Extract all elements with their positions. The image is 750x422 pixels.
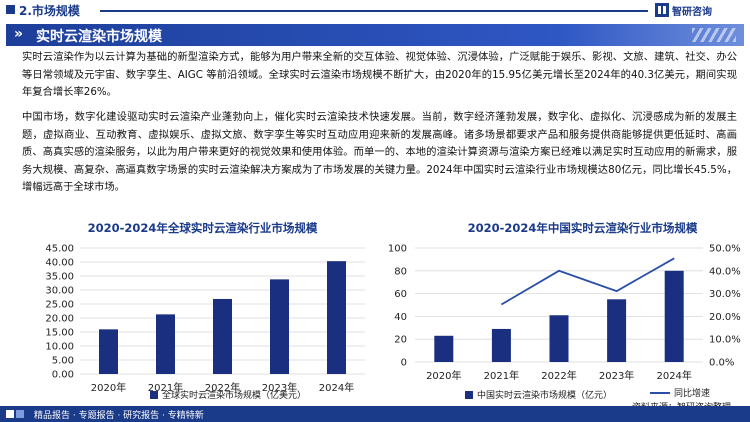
chart-global-market: 0.00 5.00 10.00 15.00 20.00 25.00 30.00 35.00 40… xyxy=(45,244,365,394)
legend-label-china: 中国实时云渲染市场规模（亿元） xyxy=(477,391,613,401)
x-tick-label: 2024年 xyxy=(319,381,354,394)
y2-tick-label: 30.0% xyxy=(709,289,741,300)
y-tick-label: 40 xyxy=(394,312,407,323)
chart-china-market: 0 20 40 60 80 100 0.0% 10.0% 20.0% 30.0% 40.0% 50.0… xyxy=(388,244,741,383)
banner-stripes xyxy=(692,28,736,42)
legend-global: 全球实时云渲染市场规模（亿美元） xyxy=(150,388,306,401)
y-tick-label: 35.00 xyxy=(45,272,74,283)
legend-label-global: 全球实时云渲染市场规模（亿美元） xyxy=(162,391,307,401)
y-tick-label: 40.00 xyxy=(45,258,74,269)
y2-tick-label: 10.0% xyxy=(709,335,741,346)
header-divider xyxy=(100,10,648,12)
bar xyxy=(607,299,627,362)
bar xyxy=(434,335,454,362)
y-tick-label: 100 xyxy=(388,244,407,255)
x-tick-label: 2023年 xyxy=(599,369,634,382)
y-tick-label: 30.00 xyxy=(45,286,74,297)
y-tick-label: 15.00 xyxy=(45,328,74,339)
y2-tick-label: 20.0% xyxy=(709,312,741,323)
bar xyxy=(156,314,175,374)
double-chevron-icon: » xyxy=(14,26,24,42)
bar xyxy=(99,329,118,374)
brand-logo: 智研咨询 xyxy=(655,2,712,18)
footer-bar: 精品报告 · 专题报告 · 研究报告 · 专精特新 xyxy=(0,406,750,422)
title-banner: » 实时云渲染市场规模 xyxy=(6,24,744,46)
x-tick-label: 2020年 xyxy=(91,381,126,394)
y2-tick-label: 0.0% xyxy=(709,358,734,369)
top-bar: 2.市场规模 xyxy=(0,0,750,20)
x-tick-label: 2023年 xyxy=(262,381,297,394)
footer-text: 精品报告 · 专题报告 · 研究报告 · 专精特新 xyxy=(34,411,204,421)
growth-line xyxy=(500,257,675,306)
chart-title-global: 2020-2024年全球实时云渲染行业市场规模 xyxy=(87,221,318,235)
paragraph-china: 中国市场，数字化建设驱动实时云渲染产业蓬勃向上，催化实时云渲染技术快速发展。当前… xyxy=(22,111,737,193)
chart-title-china: 2020-2024年中国实时云渲染行业市场规模 xyxy=(467,221,698,235)
legend-swatch-bar xyxy=(150,390,158,399)
y-tick-label: 20 xyxy=(394,335,407,346)
logo-icon xyxy=(655,3,669,17)
bar xyxy=(270,279,289,374)
legend-swatch-line xyxy=(650,391,670,394)
section-title: 2.市场规模 xyxy=(19,4,80,18)
y-tick-label: 45.00 xyxy=(45,244,74,255)
logo-text: 智研咨询 xyxy=(672,6,712,18)
y-tick-label: 20.00 xyxy=(45,314,74,325)
y2-tick-label: 40.0% xyxy=(709,266,741,277)
x-tick-label: 2022年 xyxy=(205,381,240,394)
y-tick-label: 10.00 xyxy=(45,342,74,353)
y2-tick-label: 50.0% xyxy=(709,244,741,255)
y-tick-label: 0 xyxy=(401,358,407,369)
y-tick-label: 80 xyxy=(394,266,407,277)
legend-china-line: 同比增速 xyxy=(650,386,710,399)
bar xyxy=(213,298,232,374)
bar xyxy=(327,261,346,374)
x-tick-label: 2024年 xyxy=(656,369,691,382)
x-tick-label: 2020年 xyxy=(426,369,461,382)
bar xyxy=(549,315,569,362)
bar xyxy=(664,270,684,362)
legend-china-bar: 中国实时云渲染市场规模（亿元） xyxy=(465,388,612,401)
legend-swatch-bar xyxy=(465,390,473,399)
footer-logo-icon xyxy=(6,410,24,418)
y-tick-label: 25.00 xyxy=(45,300,74,311)
y-tick-label: 60 xyxy=(394,289,407,300)
page-title: 实时云渲染市场规模 xyxy=(36,29,162,45)
y-tick-label: 5.00 xyxy=(52,356,74,367)
x-tick-label: 2021年 xyxy=(484,369,519,382)
paragraph-global: 实时云渲染作为以云计算为基础的新型渲染方式，能够为用户带来全新的交互体验、视觉体… xyxy=(22,51,737,98)
y-tick-label: 0.00 xyxy=(52,370,74,381)
legend-label-growth: 同比增速 xyxy=(674,389,711,399)
bar xyxy=(491,328,511,362)
section-marker-icon xyxy=(6,5,15,14)
x-tick-label: 2022年 xyxy=(541,369,576,382)
